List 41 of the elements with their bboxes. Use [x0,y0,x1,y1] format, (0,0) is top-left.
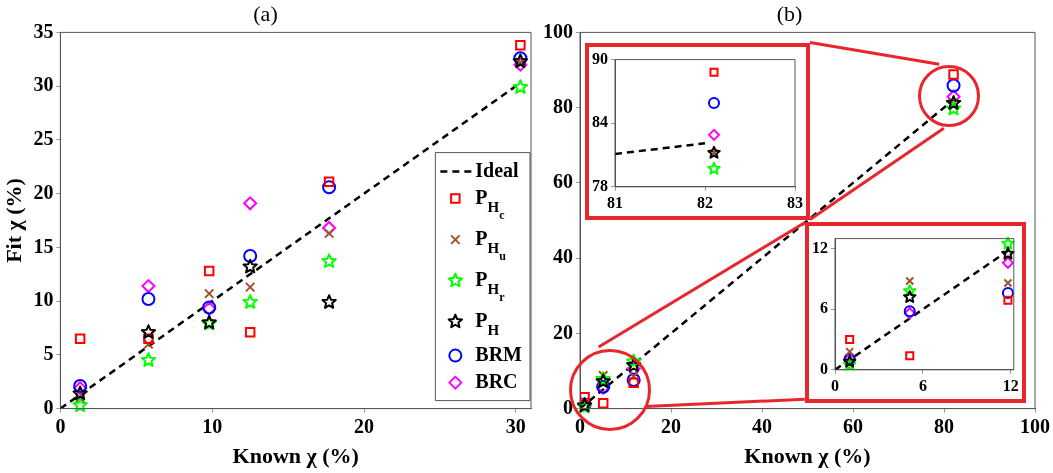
x-tick-label: 40 [752,414,772,437]
y-axis-title: Fit χ (%) [0,178,26,263]
y-tick-label: 12 [812,238,828,256]
legend-label: BRC [475,369,518,392]
legend-label: Ideal [475,158,520,181]
x-tick-label: 20 [661,414,681,437]
y-tick-label: 30 [33,73,54,96]
x-tick-label: 6 [918,376,927,394]
x-tick-label: 83 [787,193,803,211]
x-tick-label: 80 [934,414,954,437]
chart-title: (a) [253,0,278,26]
x-tick-label: 82 [697,193,713,211]
y-tick-label: 0 [43,395,54,418]
x-tick-label: 100 [1020,414,1050,437]
x-tick-label: 12 [1002,376,1019,394]
chart-title: (b) [776,0,803,26]
x-tick-label: 0 [831,376,839,394]
y-tick-label: 15 [33,234,54,257]
x-tick-label: 30 [505,414,526,437]
x-tick-label: 60 [843,414,863,437]
x-axis-title: Known χ (%) [744,443,871,469]
y-tick-label: 0 [563,395,573,418]
x-tick-label: 81 [607,193,623,211]
y-tick-label: 35 [33,19,54,42]
legend-label: BRM [475,342,523,365]
y-tick-label: 0 [820,359,828,377]
y-tick-label: 25 [33,127,54,150]
y-tick-label: 80 [553,94,573,117]
y-tick-label: 60 [553,170,573,193]
x-axis-title: Known χ (%) [232,443,359,469]
y-tick-label: 90 [592,49,608,67]
y-tick-label: 84 [592,113,608,131]
y-tick-label: 40 [553,245,573,268]
y-tick-label: 78 [592,176,608,194]
y-tick-label: 5 [43,342,54,365]
y-tick-label: 20 [553,320,573,343]
x-tick-label: 10 [202,414,223,437]
y-tick-label: 10 [33,288,54,311]
y-tick-label: 6 [820,299,828,317]
y-tick-label: 100 [543,19,573,42]
x-tick-label: 20 [354,414,375,437]
